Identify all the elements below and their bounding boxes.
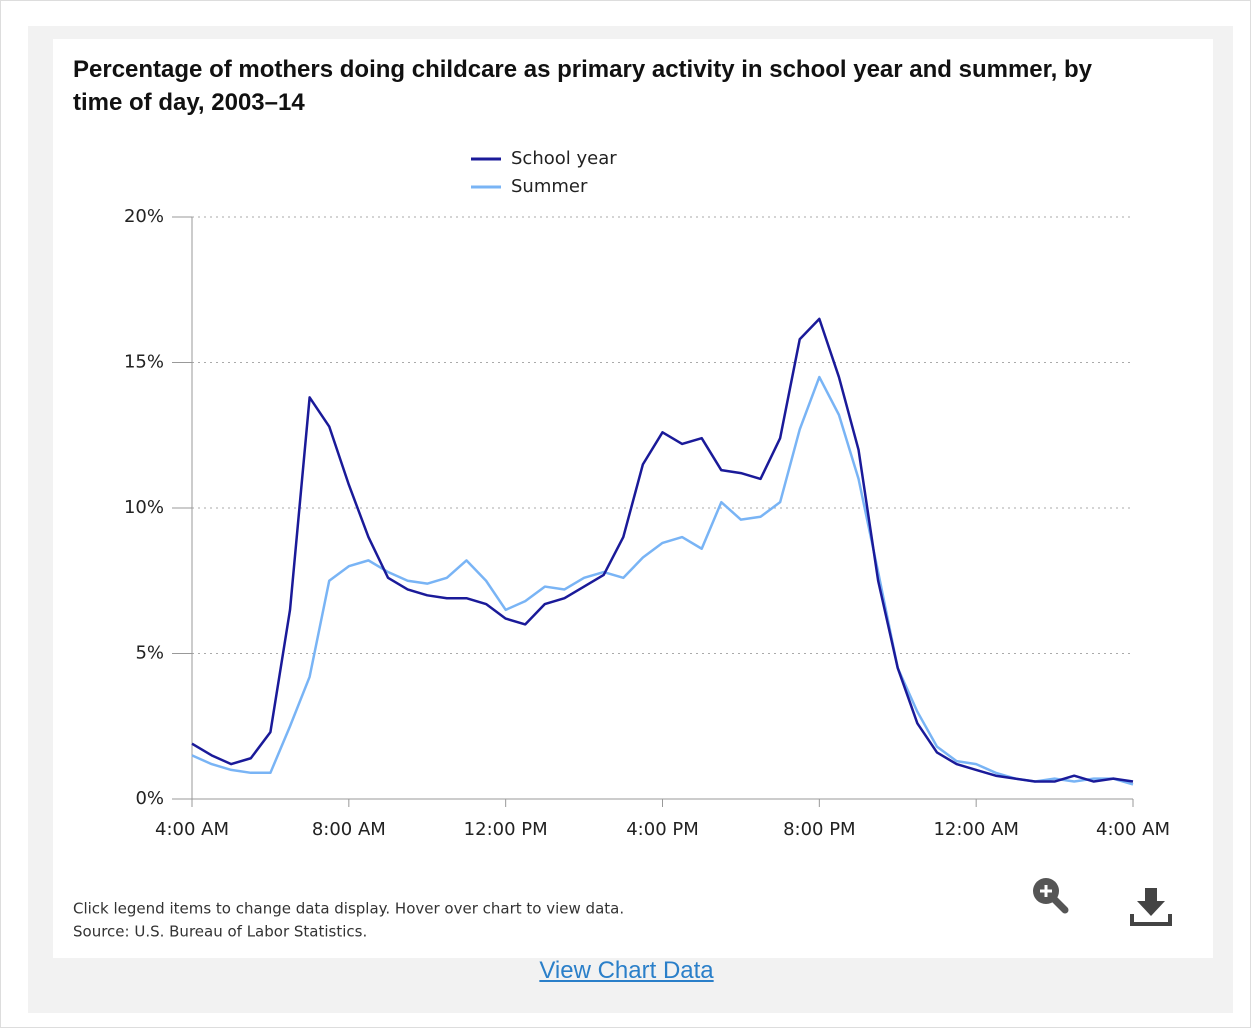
x-tick-label: 12:00 PM bbox=[464, 819, 548, 840]
zoom-icon[interactable] bbox=[1033, 878, 1069, 914]
x-tick-label: 8:00 AM bbox=[312, 819, 386, 840]
download-icon[interactable] bbox=[1130, 888, 1172, 926]
x-tick-label: 12:00 AM bbox=[933, 819, 1018, 840]
y-tick-label: 15% bbox=[124, 352, 164, 373]
x-tick-label: 4:00 AM bbox=[1096, 819, 1170, 840]
legend-label[interactable]: Summer bbox=[511, 176, 588, 197]
view-chart-data-link[interactable]: View Chart Data bbox=[539, 957, 714, 984]
legend-label[interactable]: School year bbox=[511, 148, 617, 169]
y-tick-label: 10% bbox=[124, 497, 164, 518]
y-tick-label: 0% bbox=[135, 788, 164, 809]
y-tick-label: 5% bbox=[135, 643, 164, 664]
note: Source: U.S. Bureau of Labor Statistics. bbox=[73, 923, 367, 941]
x-tick-label: 4:00 AM bbox=[155, 819, 229, 840]
chart-title: Percentage of mothers doing childcare as… bbox=[73, 56, 1093, 116]
x-tick-label: 4:00 PM bbox=[626, 819, 699, 840]
note: Click legend items to change data displa… bbox=[73, 900, 624, 918]
series-line bbox=[191, 317, 1134, 783]
series-line bbox=[191, 375, 1134, 786]
x-tick-label: 8:00 PM bbox=[783, 819, 856, 840]
y-tick-label: 20% bbox=[124, 206, 164, 227]
